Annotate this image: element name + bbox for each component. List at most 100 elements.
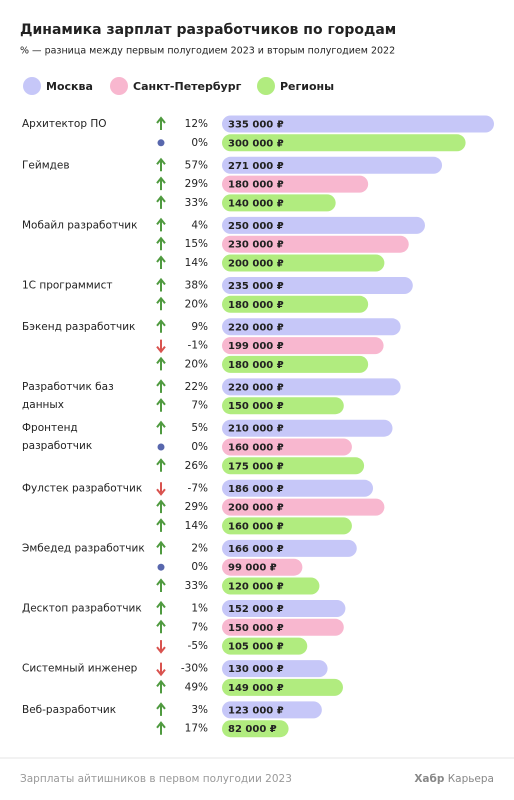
change-arrow-up [156,356,166,371]
category-label: Мобайл разработчик [22,219,137,231]
category-label: Геймдев [22,159,70,171]
bar [222,701,322,719]
change-label: 38% [185,280,208,292]
category-label: Веб-разработчик [22,704,116,716]
change-label: 5% [191,422,208,434]
bar [222,558,303,576]
value-label: 130 000 ₽ [228,664,284,675]
change-label: 20% [185,358,208,370]
change-label: -30% [181,663,208,675]
change-arrow-up [156,721,166,735]
category-label: 1С программист [22,280,112,292]
change-dot [157,139,165,147]
value-label: 210 000 ₽ [228,424,284,435]
change-label: 17% [185,723,208,735]
legend-label: Регионы [280,80,334,93]
change-label: 49% [185,681,208,693]
chart-subtitle: % — разница между первым полугодием 2023… [20,46,395,57]
change-arrow-down [156,482,166,496]
bar [222,438,352,456]
bar [222,419,393,437]
bar [222,600,346,617]
category-label: Системный инженер [22,663,138,675]
bar [222,637,308,655]
value-label: 180 000 ₽ [228,360,284,371]
bar [222,194,336,212]
change-arrow-up [156,578,166,592]
bar [222,618,344,636]
change-arrow-up [156,420,166,435]
change-label: 33% [185,197,208,209]
change-arrow-up [156,176,166,191]
bar [222,498,385,516]
value-label: 200 000 ₽ [228,503,284,514]
bar [222,216,425,234]
change-arrow-up [156,679,166,694]
change-label: 14% [185,520,208,532]
bar [222,678,343,696]
bar [222,156,443,174]
value-label: 220 000 ₽ [228,322,284,333]
change-label: 14% [185,257,208,269]
change-label: 29% [185,178,208,190]
change-arrow-down [156,640,166,654]
change-dot [157,563,165,571]
bar [222,517,352,535]
change-arrow-up [156,619,166,634]
bar [222,318,401,336]
change-label: 15% [185,238,208,250]
change-arrow-up [156,540,166,555]
category-label: Эмбедед разработчик [22,542,145,554]
change-label: 57% [185,159,208,171]
change-arrow-up [156,319,166,333]
category-label: Бэкенд разработчик [22,321,135,333]
bar [222,115,494,133]
change-label: 0% [191,561,208,573]
brand-suffix: Карьера [448,773,494,785]
bar [222,355,369,373]
change-label: 9% [191,321,208,333]
value-label: 300 000 ₽ [228,138,284,149]
change-arrow-up [156,195,166,209]
category-label: Фронтенд разработчик [22,422,92,452]
brand: Хабр Карьера [414,773,494,785]
change-label: 26% [185,460,208,472]
value-label: 149 000 ₽ [228,683,284,694]
bar [222,277,413,294]
bar [222,235,409,253]
value-label: 99 000 ₽ [228,563,277,574]
bar [222,337,384,355]
change-label: 7% [191,621,208,633]
change-label: 3% [191,704,208,716]
change-label: 0% [191,137,208,149]
value-label: 186 000 ₽ [228,484,284,495]
bar [222,378,401,396]
change-label: 4% [191,219,208,231]
change-label: 7% [191,400,208,412]
category-label: Разработчик баз данных [22,381,114,411]
change-arrow-up [156,236,166,251]
change-label: -1% [188,340,208,352]
change-arrow-up [156,277,166,292]
value-label: 105 000 ₽ [228,642,284,653]
change-label: 20% [185,298,208,310]
bar [222,295,369,313]
legend-label: Москва [46,80,93,93]
change-arrow-up [156,600,166,615]
bar [222,397,344,415]
value-label: 199 000 ₽ [228,341,284,352]
change-label: 12% [185,118,208,130]
value-label: 230 000 ₽ [228,240,284,251]
legend-swatch [110,77,128,95]
legend-swatch [23,77,41,95]
value-label: 82 000 ₽ [228,724,277,735]
value-label: 335 000 ₽ [228,120,284,131]
change-label: 1% [191,603,208,615]
change-dot [157,443,165,451]
bar [222,479,374,497]
value-label: 250 000 ₽ [228,221,284,232]
brand-name: Хабр [414,773,445,785]
value-label: 200 000 ₽ [228,259,284,270]
value-label: 120 000 ₽ [228,582,284,593]
change-arrow-up [156,702,166,716]
